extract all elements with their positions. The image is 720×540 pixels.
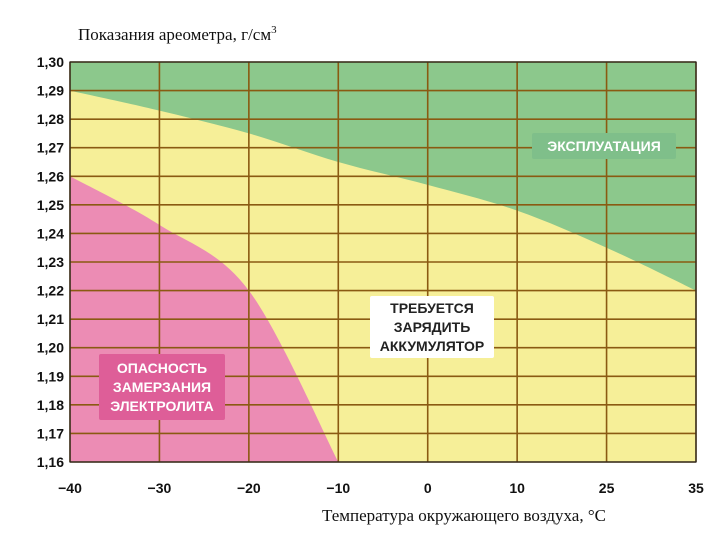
x-tick-label: 10 bbox=[509, 480, 525, 496]
x-tick-label: −30 bbox=[148, 480, 172, 496]
y-tick-label: 1,27 bbox=[37, 140, 64, 156]
zone-operation-label-line: ЭКСПЛУАТАЦИЯ bbox=[547, 138, 661, 154]
zone-freeze-label-line: ЭЛЕКТРОЛИТА bbox=[110, 398, 213, 414]
zone-freeze-label-bg bbox=[99, 354, 225, 420]
y-tick-label: 1,22 bbox=[37, 283, 64, 299]
zone-charge-label-line: ТРЕБУЕТСЯ bbox=[390, 300, 474, 316]
y-tick-label: 1,23 bbox=[37, 254, 64, 270]
y-tick-label: 1,25 bbox=[37, 197, 64, 213]
y-tick-label: 1,30 bbox=[37, 54, 64, 70]
plot-frame bbox=[69, 61, 697, 463]
zone-freeze-label-line: ОПАСНОСТЬ bbox=[117, 360, 207, 376]
grid bbox=[69, 61, 697, 463]
zone-charge-label-line: ЗАРЯДИТЬ bbox=[394, 319, 471, 335]
x-tick-labels: −40 −30 −20 −10 0 10 25 35 bbox=[58, 480, 704, 496]
zone-freeze-label: ОПАСНОСТЬ ЗАМЕРЗАНИЯ ЭЛЕКТРОЛИТА bbox=[99, 354, 225, 420]
y-tick-label: 1,28 bbox=[37, 111, 64, 127]
x-axis-title: Температура окружающего воздуха, °С bbox=[322, 506, 606, 525]
x-tick-label: 25 bbox=[599, 480, 615, 496]
zone-operation-label: ЭКСПЛУАТАЦИЯ bbox=[532, 133, 676, 159]
zone-freeze-label-line: ЗАМЕРЗАНИЯ bbox=[113, 379, 211, 395]
y-tick-label: 1,20 bbox=[37, 340, 64, 356]
zone-charge-label-line: АККУМУЛЯТОР bbox=[380, 338, 484, 354]
y-tick-label: 1,18 bbox=[37, 397, 64, 413]
y-tick-label: 1,19 bbox=[37, 368, 64, 384]
x-tick-label: 0 bbox=[424, 480, 432, 496]
y-tick-label: 1,17 bbox=[37, 425, 64, 441]
y-tick-label: 1,21 bbox=[37, 311, 64, 327]
zone-operation-label-bg bbox=[532, 133, 676, 159]
zone-charge-label-bg bbox=[370, 296, 494, 358]
zone-charge-label: ТРЕБУЕТСЯ ЗАРЯДИТЬ АККУМУЛЯТОР bbox=[370, 296, 494, 358]
x-tick-label: −10 bbox=[326, 480, 350, 496]
y-axis-title-superscript: 3 bbox=[271, 24, 277, 36]
y-tick-label: 1,24 bbox=[37, 225, 64, 241]
x-tick-label: −40 bbox=[58, 480, 82, 496]
x-tick-label: 35 bbox=[688, 480, 704, 496]
y-axis-title: Показания ареометра, г/см3 bbox=[78, 24, 277, 44]
zone-labels: ЭКСПЛУАТАЦИЯ ТРЕБУЕТСЯ ЗАРЯДИТЬ АККУМУЛЯТОР… bbox=[99, 133, 676, 420]
y-tick-labels: 1,30 1,29 1,28 1,27 1,26 1,25 1,24 1,23 1,22 1,21… bbox=[37, 54, 64, 470]
y-tick-label: 1,26 bbox=[37, 168, 64, 184]
y-tick-label: 1,29 bbox=[37, 83, 64, 99]
y-tick-label: 1,16 bbox=[37, 454, 64, 470]
x-tick-label: −20 bbox=[237, 480, 261, 496]
